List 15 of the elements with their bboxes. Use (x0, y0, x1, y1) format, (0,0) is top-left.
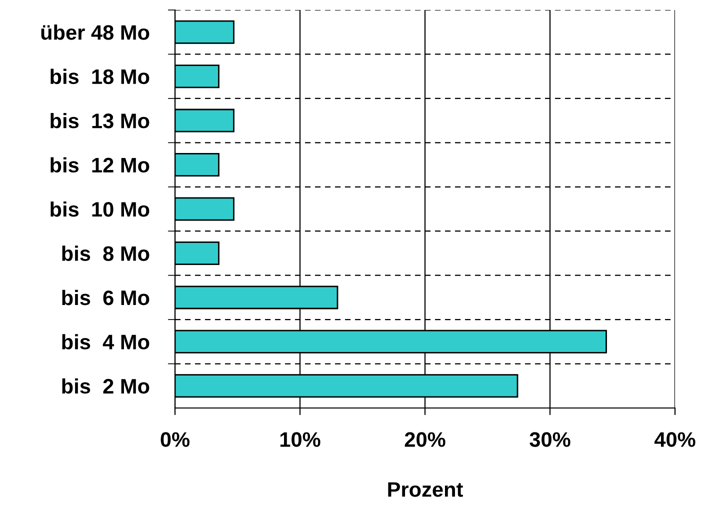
y-tick-label: bis 4 Mo (62, 334, 150, 350)
y-tick-label: bis 6 Mo (62, 290, 150, 306)
y-tick-label: bis 10 Mo (50, 201, 150, 217)
y-tick-label: bis 12 Mo (50, 157, 150, 173)
x-tick-label: 40% (654, 432, 696, 447)
x-tick-label: 20% (404, 432, 446, 447)
y-tick-label: bis 13 Mo (50, 113, 150, 128)
x-axis-title: Prozent (388, 482, 463, 497)
y-tick-label: über 48 Mo (41, 24, 150, 40)
y-tick-label: bis 8 Mo (62, 246, 150, 261)
y-tick-label: bis 18 Mo (50, 68, 150, 84)
x-tick-label: 10% (280, 432, 320, 447)
x-tick-label: 0% (160, 432, 190, 447)
y-tick-label: bis 2 Mo (62, 378, 150, 394)
x-tick-label: 30% (530, 432, 570, 447)
